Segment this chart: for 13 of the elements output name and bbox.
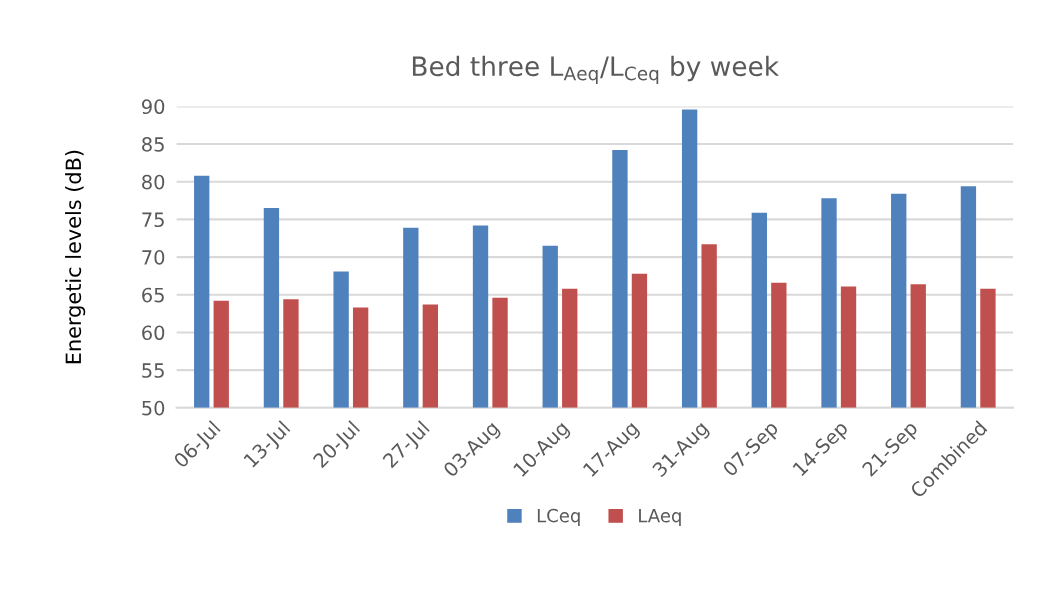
y-tick-label: 60 [142, 325, 165, 341]
y-tick-label: 80 [142, 174, 165, 190]
y-tick-label: 70 [142, 250, 165, 265]
y-tick-label: 85 [142, 137, 164, 152]
chart-title: Bed three L$_{Aeq}$/L$_{Ceq}$ by week [412, 55, 779, 84]
legend-label: LCeq [537, 508, 580, 526]
y-tick-label: 90 [142, 99, 165, 115]
y-tick-label: 55 [142, 363, 164, 378]
y-axis-title: Energetic levels (dB) [65, 150, 86, 364]
y-tick-label: 65 [142, 287, 164, 303]
legend-label: LAeq [639, 508, 681, 526]
y-tick-label: 50 [142, 400, 165, 416]
y-tick-label: 75 [142, 212, 164, 228]
